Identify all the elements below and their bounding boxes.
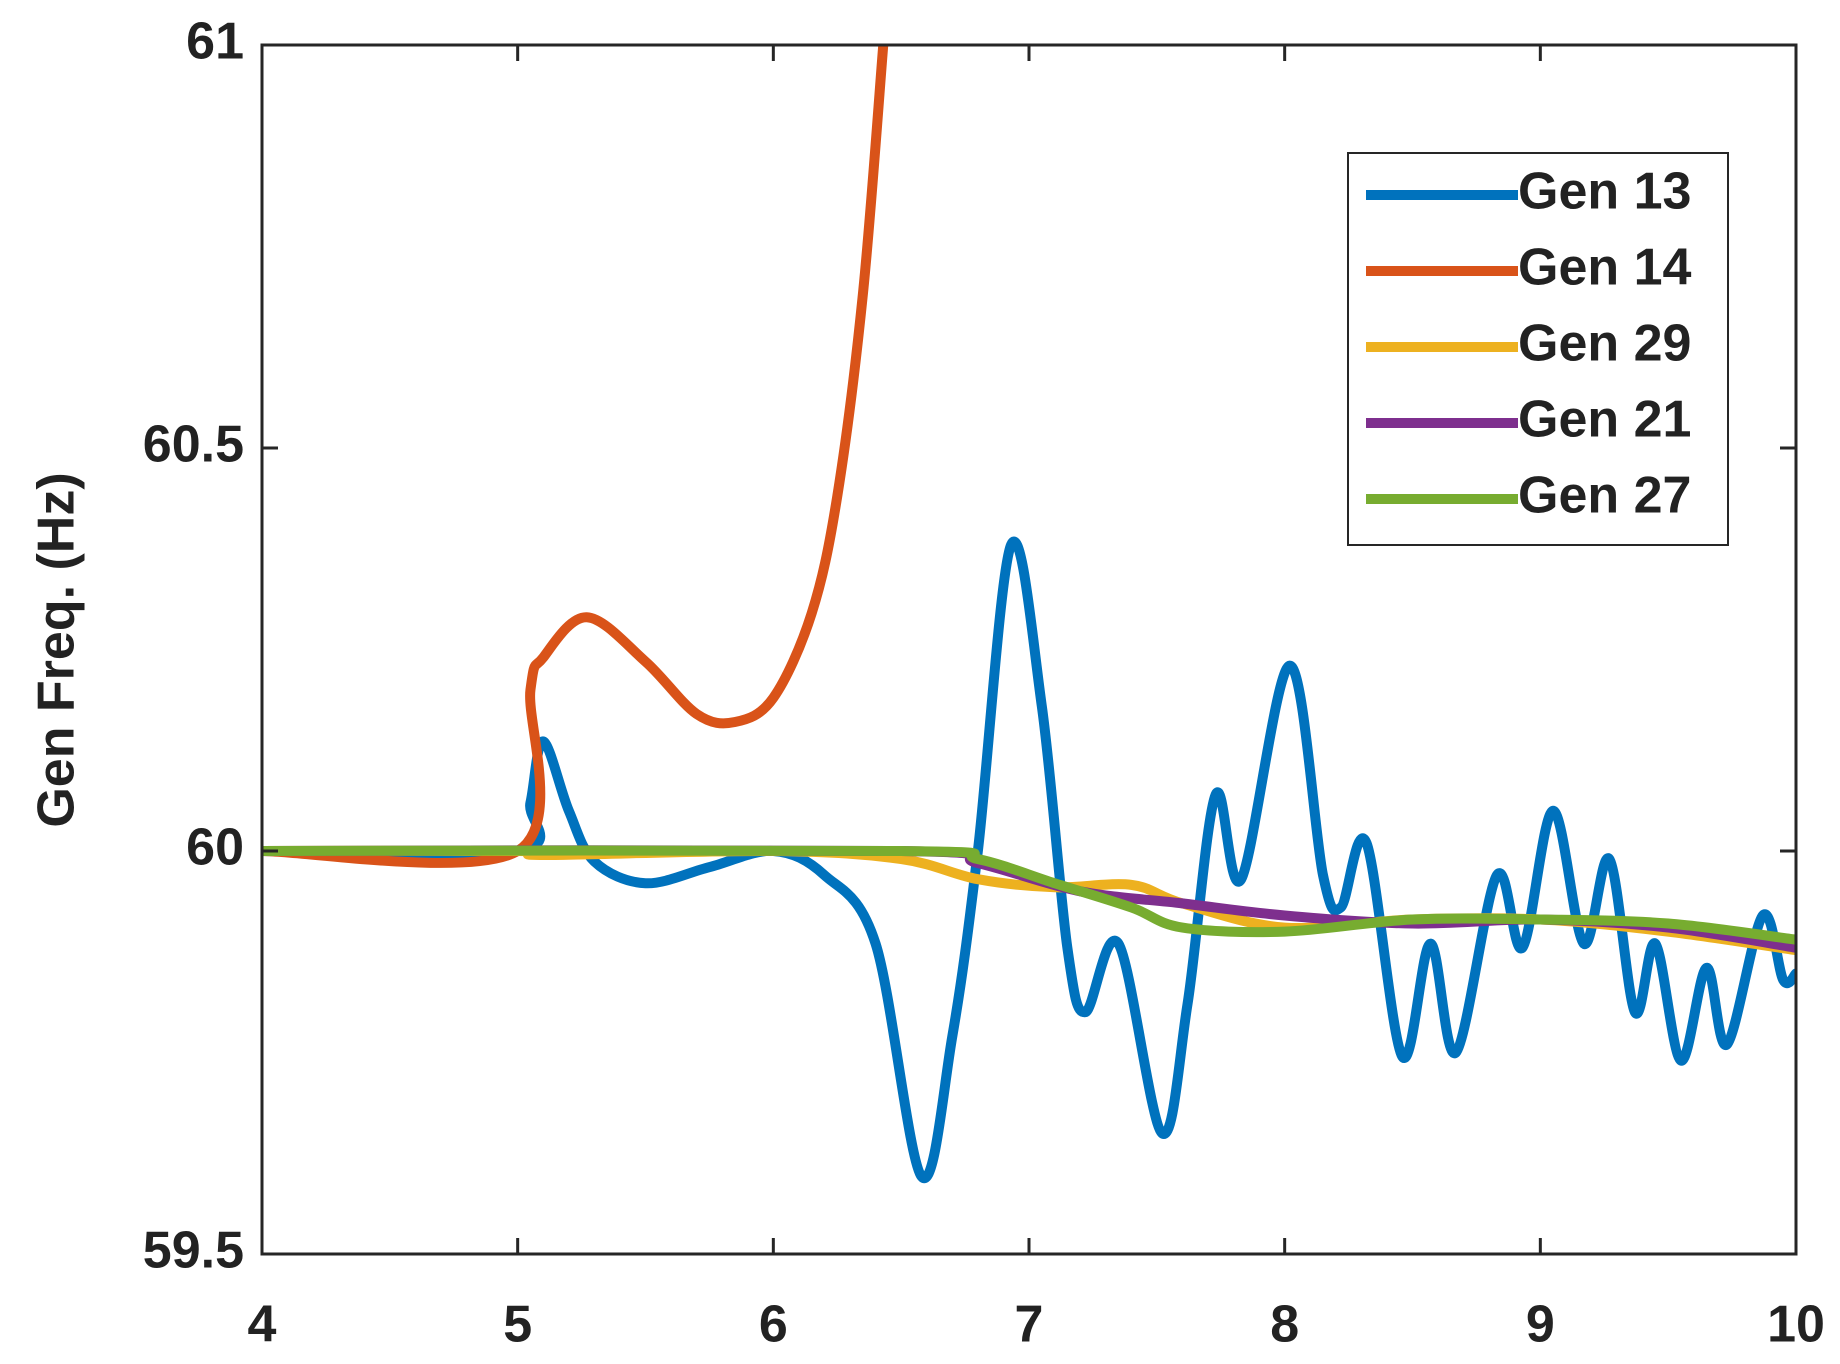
legend-label: Gen 27 — [1518, 467, 1691, 525]
x-tick-label: 6 — [759, 1296, 788, 1354]
x-tick-label: 10 — [1767, 1296, 1825, 1354]
legend-label: Gen 29 — [1518, 315, 1691, 373]
y-tick-label: 60 — [186, 819, 244, 877]
y-tick-label: 61 — [186, 13, 244, 71]
x-tick-label: 9 — [1526, 1296, 1555, 1354]
plot-area — [262, 45, 1796, 1184]
series-line — [262, 845, 1796, 945]
series-line — [262, 45, 889, 868]
x-tick-label: 8 — [1270, 1296, 1299, 1354]
legend-label: Gen 14 — [1518, 239, 1691, 297]
x-tick-label: 7 — [1015, 1296, 1044, 1354]
y-tick-label: 59.5 — [143, 1222, 244, 1280]
y-tick-label: 60.5 — [143, 416, 244, 474]
legend-label: Gen 21 — [1518, 391, 1691, 449]
x-tick-label: 4 — [248, 1296, 277, 1354]
y-axis-label: Gen Freq. (Hz) — [28, 472, 86, 827]
x-tick-label: 5 — [503, 1296, 532, 1354]
legend-label: Gen 13 — [1518, 163, 1691, 221]
